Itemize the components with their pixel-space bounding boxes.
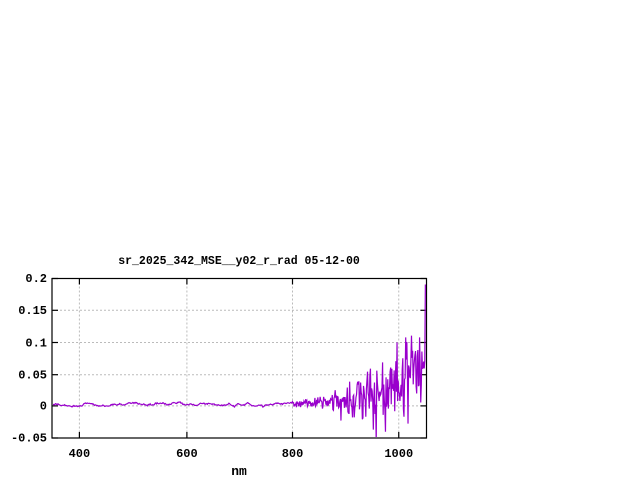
svg-text:0: 0	[40, 400, 47, 414]
svg-text:-0.05: -0.05	[11, 432, 47, 446]
svg-text:0.15: 0.15	[18, 304, 47, 318]
svg-text:0.1: 0.1	[25, 337, 47, 351]
svg-text:400: 400	[69, 447, 91, 461]
svg-text:0.2: 0.2	[25, 272, 47, 286]
svg-text:0.05: 0.05	[18, 369, 47, 383]
svg-text:600: 600	[176, 447, 198, 461]
svg-text:1000: 1000	[384, 447, 413, 461]
svg-text:800: 800	[282, 447, 304, 461]
svg-text:nm: nm	[231, 464, 247, 479]
svg-text:sr_2025_342_MSE__y02_r_rad 05-: sr_2025_342_MSE__y02_r_rad 05-12-00	[118, 255, 360, 268]
